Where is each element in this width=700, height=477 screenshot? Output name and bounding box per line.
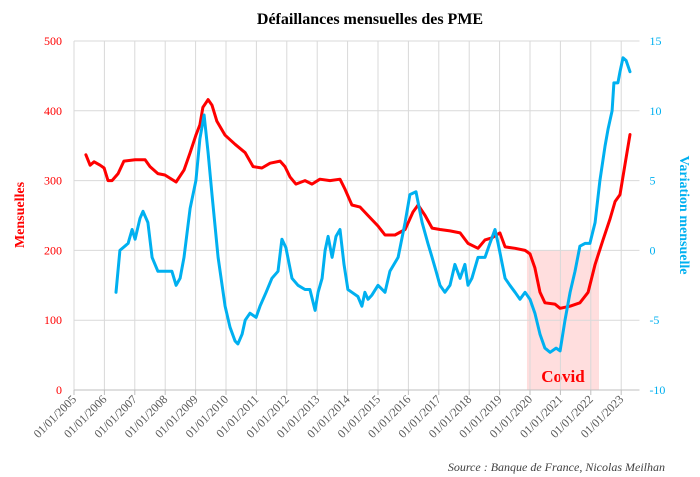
series-line-mensuelles [84,98,632,310]
left-tick-label: 0 [56,383,62,397]
source-note: Source : Banque de France, Nicolas Meilh… [448,460,665,474]
right-tick-label: -10 [649,383,665,397]
left-tick-label: 100 [44,313,62,327]
covid-label: Covid [541,367,585,386]
right-axis-title: Variation mensuelle [676,156,691,275]
left-tick-label: 300 [44,174,62,188]
series-line-variation [114,56,632,354]
chart-title: Défaillances mensuelles des PME [257,11,483,28]
right-tick-label: 0 [649,243,655,257]
right-tick-label: 5 [649,174,655,188]
left-tick-label: 200 [44,243,62,257]
left-tick-label: 400 [44,104,62,118]
left-axis-title: Mensuelles [13,181,28,248]
right-tick-label: -5 [649,313,659,327]
right-tick-label: 10 [649,104,661,118]
left-tick-label: 500 [44,34,62,48]
right-tick-label: 15 [649,34,661,48]
